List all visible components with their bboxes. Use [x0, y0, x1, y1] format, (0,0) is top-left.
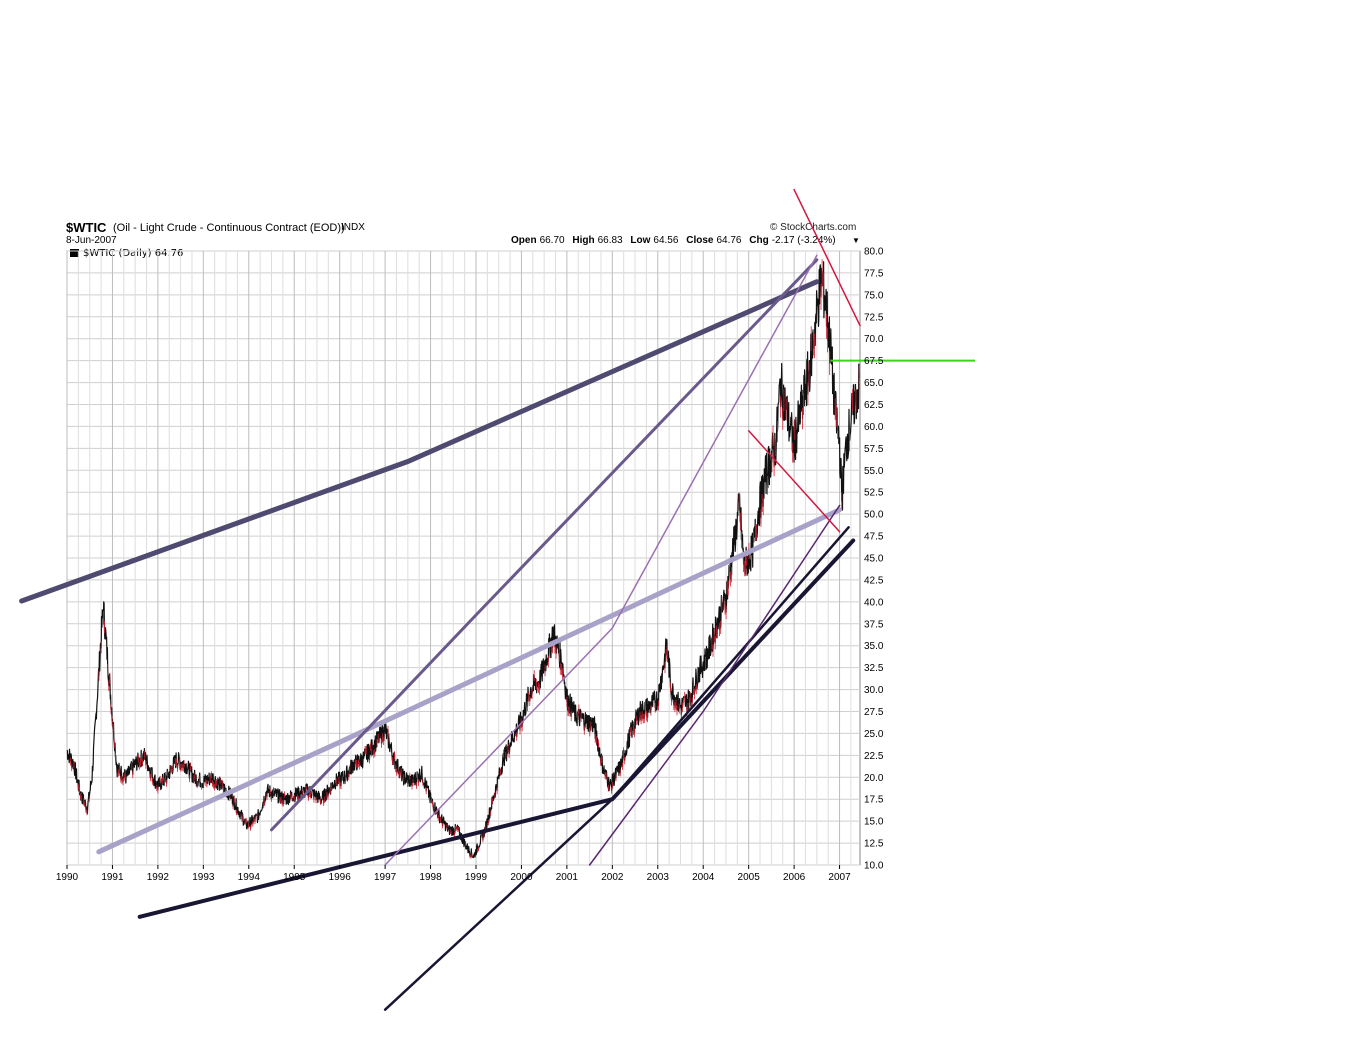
chart-date: 8-Jun-2007: [66, 235, 117, 246]
y-tick-label: 15.0: [864, 817, 884, 828]
y-tick-label: 30.0: [864, 685, 884, 696]
x-tick-label: 1991: [101, 872, 124, 883]
x-tick-label: 1997: [374, 872, 397, 883]
y-tick-label: 25.0: [864, 729, 884, 740]
close-value: 64.76: [716, 235, 742, 246]
y-tick-label: 55.0: [864, 466, 884, 477]
x-tick-label: 2002: [601, 872, 624, 883]
x-tick-label: 2007: [828, 872, 851, 883]
y-tick-label: 32.5: [864, 663, 884, 674]
trendline-layer: [19, 188, 975, 1011]
y-tick-label: 67.5: [864, 356, 884, 367]
x-tick-label: 2003: [647, 872, 670, 883]
legend-swatch: [70, 249, 79, 257]
chart-description: (Oil - Light Crude - Continuous Contract…: [113, 222, 345, 234]
low-value: 64.56: [653, 235, 679, 246]
trendline: [747, 430, 841, 533]
trendline: [793, 188, 861, 327]
x-tick-label: 1990: [56, 872, 79, 883]
y-tick-label: 20.0: [864, 773, 884, 784]
y-tick-label: 47.5: [864, 532, 884, 543]
low-label: Low: [630, 235, 651, 246]
x-tick-label: 1999: [465, 872, 488, 883]
y-tick-label: 65.0: [864, 378, 884, 389]
high-label: High: [572, 235, 595, 246]
chg-value: -2.17 (-3.24%): [771, 235, 836, 246]
x-tick-label: 1993: [192, 872, 215, 883]
y-tick-label: 50.0: [864, 510, 884, 521]
y-tick-label: 35.0: [864, 641, 884, 652]
y-tick-label: 10.0: [864, 861, 884, 872]
y-tick-label: 42.5: [864, 575, 884, 586]
trendline: [19, 279, 820, 604]
trendline: [588, 504, 841, 866]
y-tick-label: 70.0: [864, 334, 884, 345]
y-tick-label: 22.5: [864, 751, 884, 762]
y-tick-label: 37.5: [864, 619, 884, 630]
axis-layer: 10.0 12.5 15.0 17.5 20.0 22.5 25.0 27.5 30.0 32.5…: [56, 247, 884, 884]
x-tick-label: 1992: [147, 872, 170, 883]
trendline: [384, 254, 818, 866]
y-tick-label: 27.5: [864, 707, 884, 718]
chart-legend: $WTIC (Daily) 64.76: [70, 248, 183, 259]
chart-symbol: $WTIC: [66, 220, 107, 235]
x-tick-label: 1996: [329, 872, 352, 883]
y-tick-label: 40.0: [864, 597, 884, 608]
y-tick-label: 80.0: [864, 247, 884, 258]
x-tick-label: 1998: [419, 872, 442, 883]
trendline: [383, 526, 850, 1011]
x-tick-label: 2005: [738, 872, 761, 883]
y-tick-label: 72.5: [864, 312, 884, 323]
x-tick-label: 2006: [783, 872, 806, 883]
trendline: [270, 258, 819, 832]
y-tick-label: 62.5: [864, 400, 884, 411]
close-label: Close: [686, 235, 714, 246]
y-tick-label: 12.5: [864, 839, 884, 850]
trendline: [96, 507, 843, 855]
high-value: 66.83: [597, 235, 623, 246]
y-tick-label: 52.5: [864, 488, 884, 499]
y-tick-label: 60.0: [864, 422, 884, 433]
trendline: [137, 538, 856, 919]
ohlc-readout: Open 66.70 High 66.83 Low 64.56 Close 64.76 …: [506, 235, 836, 246]
chart-exchange: INDX: [341, 222, 365, 233]
y-tick-label: 75.0: [864, 290, 884, 301]
y-tick-label: 45.0: [864, 554, 884, 565]
open-label: Open: [511, 235, 537, 246]
x-tick-label: 2004: [692, 872, 715, 883]
y-tick-label: 57.5: [864, 444, 884, 455]
price-series-line: [66, 261, 860, 859]
legend-text: $WTIC (Daily) 64.76: [83, 248, 184, 259]
x-tick-label: 2001: [556, 872, 579, 883]
grid-layer: [66, 250, 861, 866]
price-layer: [66, 259, 860, 859]
y-tick-label: 77.5: [864, 268, 884, 279]
x-tick-label: 1994: [238, 872, 261, 883]
x-tick-label: 1995: [283, 872, 306, 883]
chg-label: Chg: [749, 235, 769, 246]
open-value: 66.70: [539, 235, 565, 246]
y-tick-label: 17.5: [864, 795, 884, 806]
down-arrow-icon: ▼: [852, 236, 860, 245]
x-tick-label: 2000: [510, 872, 533, 883]
